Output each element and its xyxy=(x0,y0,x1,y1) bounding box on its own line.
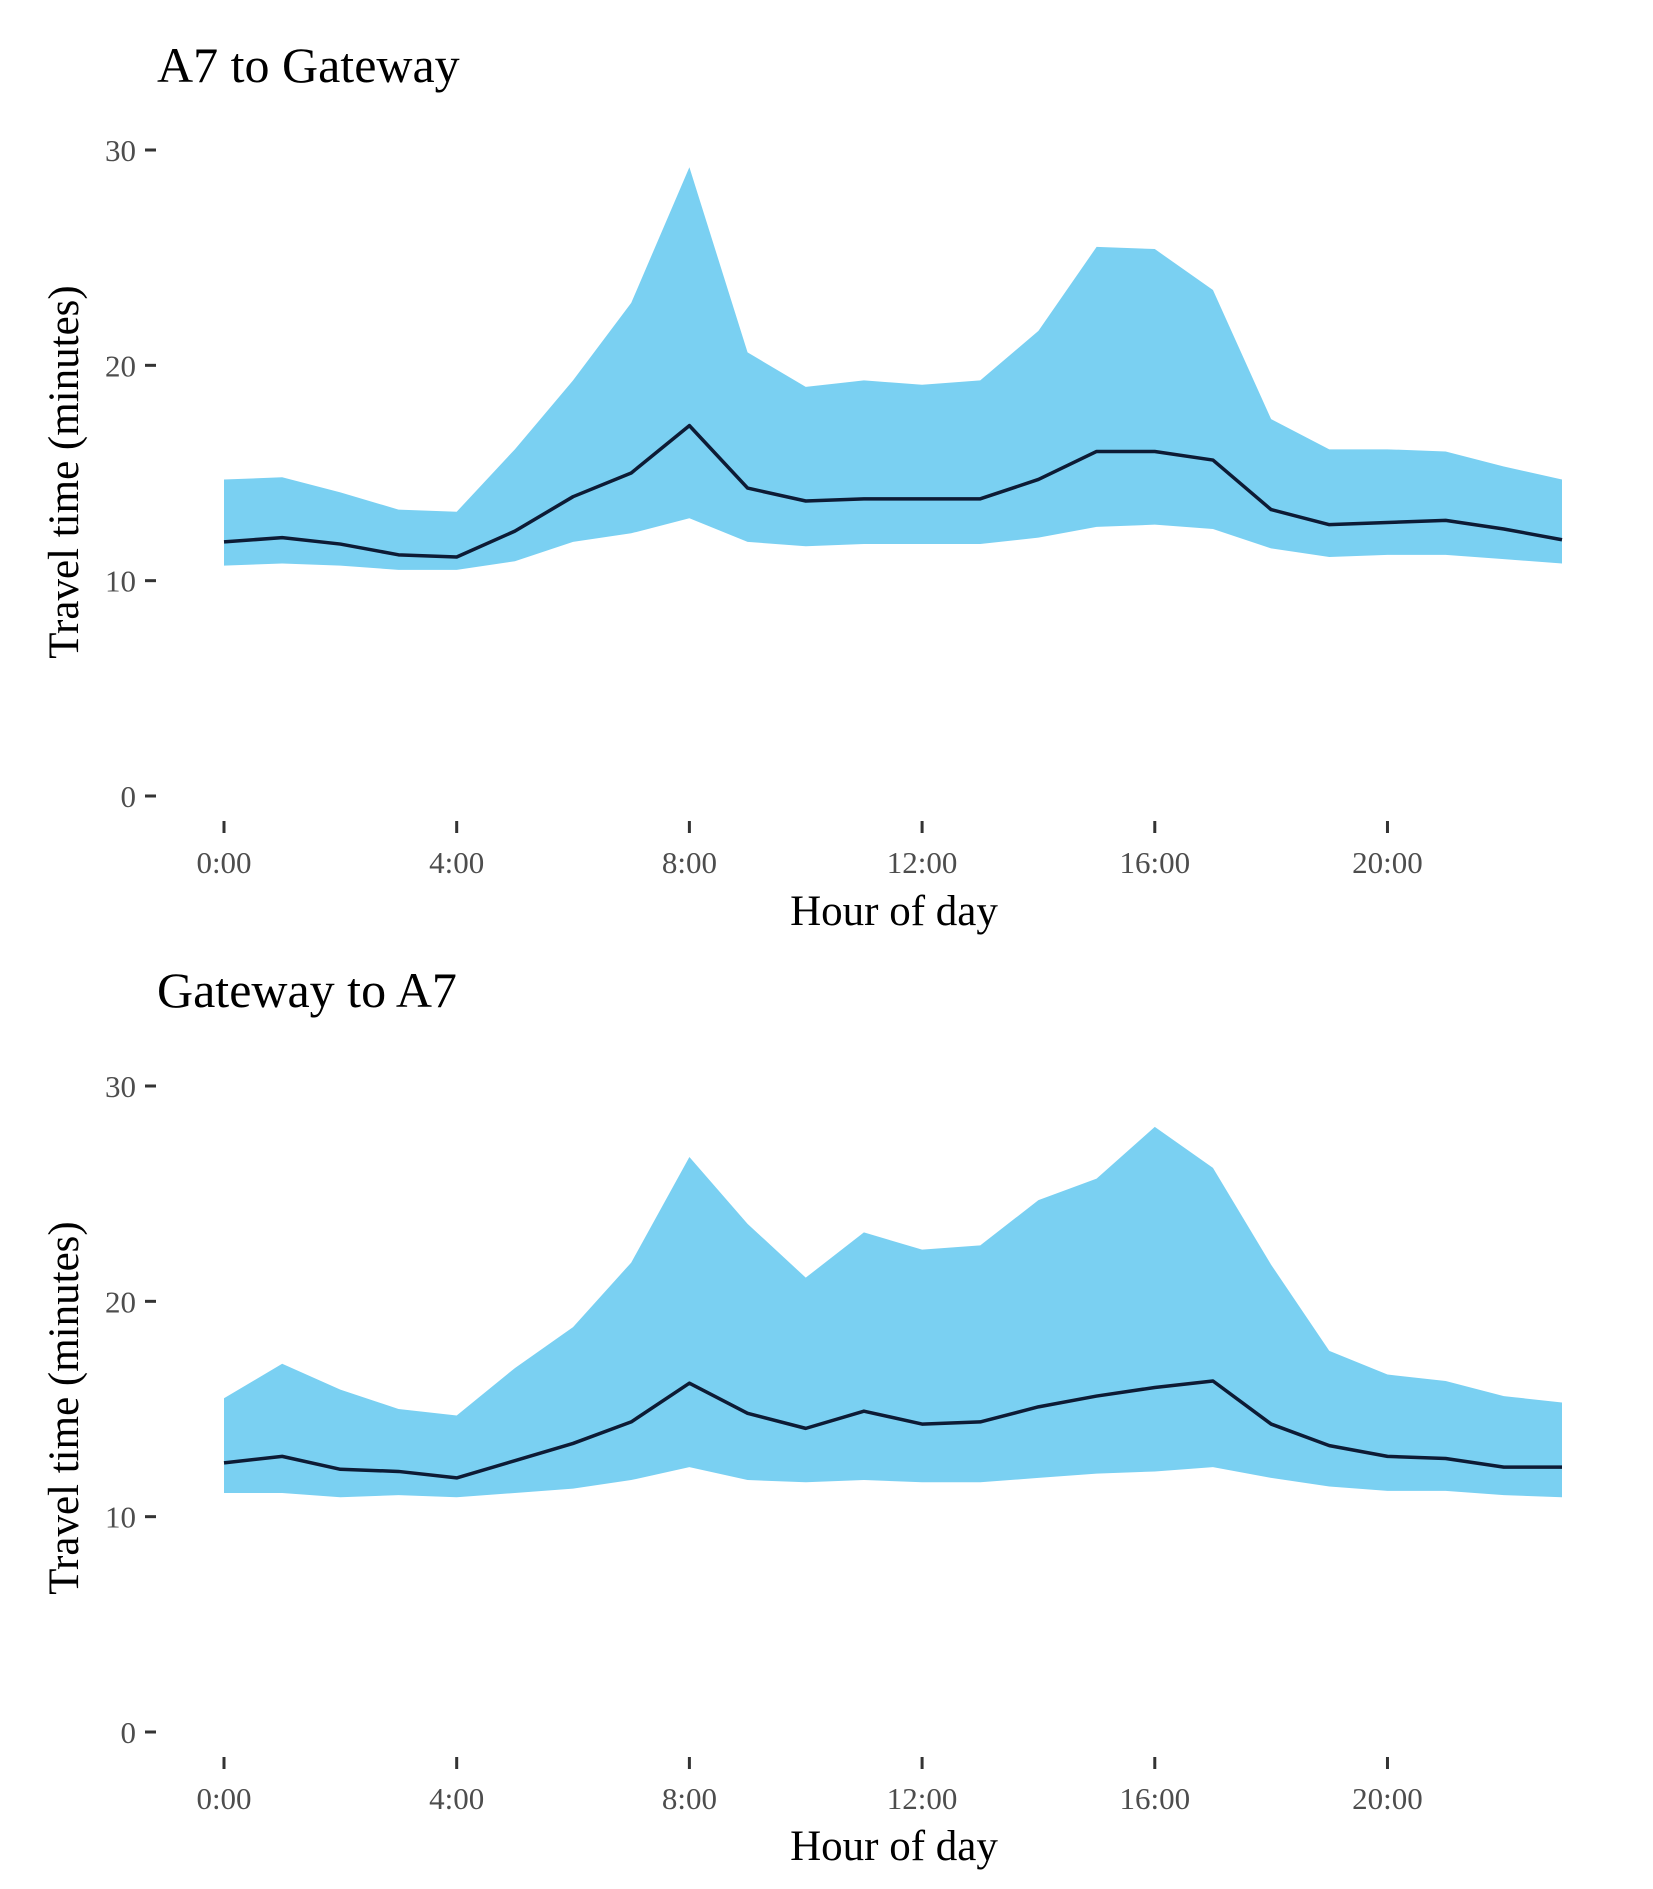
chart-title: A7 to Gateway xyxy=(157,37,460,93)
chart-panel-top: A7 to Gateway Travel time (minutes) Hour… xyxy=(41,37,1563,935)
y-tick-label: 20 xyxy=(105,1284,136,1319)
y-tick-label: 30 xyxy=(105,1069,136,1104)
x-tick-label: 16:00 xyxy=(1119,1781,1190,1816)
x-tick-label: 8:00 xyxy=(662,845,717,880)
y-axis-label: Travel time (minutes) xyxy=(41,1221,88,1594)
y-axis-label: Travel time (minutes) xyxy=(41,285,88,658)
y-tick-label: 10 xyxy=(105,564,136,599)
x-tick-label: 12:00 xyxy=(887,845,958,880)
chart-panel-bottom: Gateway to A7 Travel time (minutes) Hour… xyxy=(0,937,1653,1889)
x-tick-label: 4:00 xyxy=(429,845,484,880)
x-tick-label: 0:00 xyxy=(196,1781,251,1816)
plot-area: 0 10 20 30 0:00 4:00 8:00 12:00 16:00 20:00 xyxy=(105,1069,1562,1816)
x-tick-label: 20:00 xyxy=(1352,1781,1423,1816)
x-tick-label: 0:00 xyxy=(196,845,251,880)
x-axis-label: Hour of day xyxy=(790,888,998,935)
y-tick-label: 30 xyxy=(105,133,136,168)
chart-title: Gateway to A7 xyxy=(157,962,457,1018)
x-tick-label: 8:00 xyxy=(662,1781,717,1816)
x-tick-label: 16:00 xyxy=(1119,845,1190,880)
y-tick-label: 0 xyxy=(121,779,137,814)
chart-a7-to-gateway: A7 to Gateway Travel time (minutes) Hour… xyxy=(41,37,1563,935)
range-band xyxy=(224,1126,1562,1498)
x-axis-label: Hour of day xyxy=(790,1823,998,1870)
range-band xyxy=(224,167,1562,570)
x-tick-label: 12:00 xyxy=(887,1781,958,1816)
x-tick-label: 20:00 xyxy=(1352,845,1423,880)
y-tick-label: 20 xyxy=(105,348,136,383)
plot-area: 0 10 20 30 0:00 4:00 8:00 12:00 16:00 20:00 xyxy=(105,133,1563,880)
median-line xyxy=(223,1379,1562,1480)
median-line xyxy=(223,423,1563,559)
chart-gateway-to-a7: Gateway to A7 Travel time (minutes) Hour… xyxy=(41,962,1562,1870)
y-tick-label: 0 xyxy=(121,1715,137,1750)
y-tick-label: 10 xyxy=(105,1500,136,1535)
x-tick-label: 4:00 xyxy=(429,1781,484,1816)
